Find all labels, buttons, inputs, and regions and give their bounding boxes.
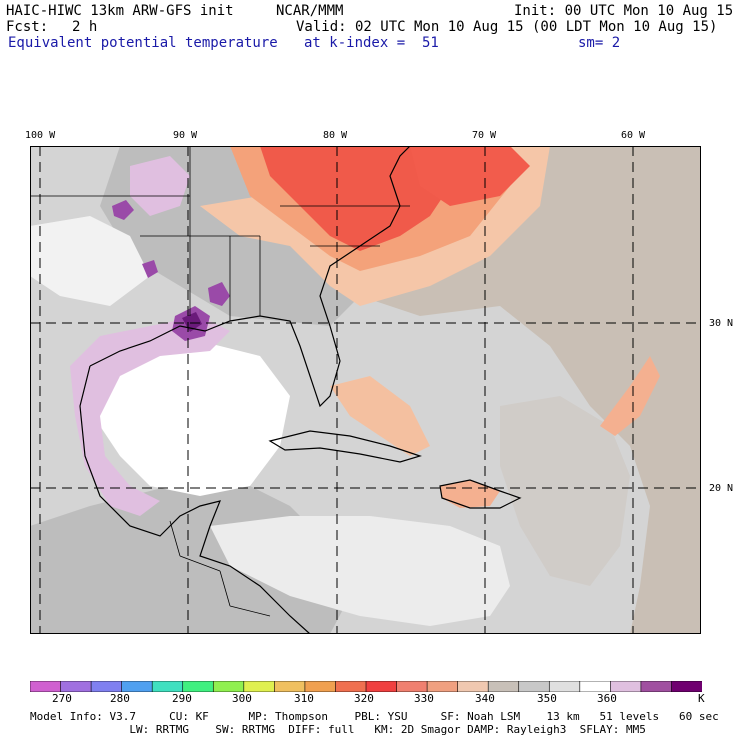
colorbar-swatch	[365, 681, 398, 692]
white-caribbean-band	[210, 516, 510, 626]
dark-purple-delta	[182, 312, 202, 332]
org-label: NCAR/MMM	[276, 3, 344, 19]
state-borders	[30, 146, 410, 321]
colorbar-swatch	[60, 681, 92, 692]
fcst-label: Fcst:	[6, 19, 49, 35]
red-mid-atlantic	[260, 146, 450, 251]
lon-label-100w: 100 W	[25, 130, 56, 141]
mexico-coastline	[79, 365, 311, 634]
colorbar-swatch	[548, 681, 581, 692]
cuba-outline	[268, 430, 422, 463]
init-time: Init: 00 UTC Mon 10 Aug 15	[514, 3, 734, 19]
white-gulf-core	[90, 341, 290, 496]
colorbar-swatch	[518, 681, 551, 692]
valid-time: Valid: 02 UTC Mon 10 Aug 15 (00 LDT Mon …	[296, 19, 718, 35]
colorbar-tick-330: 330	[414, 692, 434, 705]
colorbar-unit: K	[698, 692, 705, 705]
purple-missouri	[112, 200, 134, 220]
purple-mississippi	[208, 282, 230, 306]
theta-e-map	[30, 146, 701, 634]
colorbar-swatch	[457, 681, 489, 692]
colorbar-tick-360: 360	[597, 692, 617, 705]
colorbar-swatch	[304, 681, 337, 692]
model-info-line2: LW: RRTMG SW: RRTMG DIFF: full KM: 2D Sm…	[30, 723, 646, 736]
colorbar-swatch	[396, 681, 428, 692]
colorbar-swatch	[243, 681, 276, 692]
gulf-coastline	[89, 146, 411, 408]
colorbar-swatch	[212, 681, 245, 692]
colorbar-tick-340: 340	[475, 692, 495, 705]
colorbar-tick-280: 280	[110, 692, 130, 705]
colorbar-tick-320: 320	[354, 692, 374, 705]
graticule	[30, 146, 701, 634]
lon-label-90w: 90 W	[173, 130, 198, 141]
salmon-atlantic-streak	[600, 356, 660, 436]
white-northern-gulf	[30, 216, 150, 306]
colorbar-tick-290: 290	[172, 692, 192, 705]
central-america-borders	[169, 520, 271, 617]
smooth-label: sm= 2	[578, 35, 621, 51]
hispaniola-outline	[439, 479, 522, 509]
colorbar-swatch	[579, 681, 612, 692]
lon-label-70w: 70 W	[472, 130, 497, 141]
colorbar-swatch	[274, 681, 306, 692]
lavender-midsouth	[130, 156, 190, 216]
colorbar-tick-270: 270	[52, 692, 72, 705]
colorbar	[30, 681, 702, 692]
colorbar-swatch	[640, 681, 673, 692]
fcst-value: 2 h	[72, 19, 98, 35]
colorbar-tick-350: 350	[537, 692, 557, 705]
colorbar-swatch	[182, 681, 215, 692]
field-name: Equivalent potential temperature	[8, 35, 278, 51]
colorbar-swatch	[335, 681, 367, 692]
colorbar-swatch	[487, 681, 520, 692]
lat-label-20n: 20 N	[709, 483, 734, 494]
gray-central-america	[30, 476, 350, 634]
colorbar-tick-300: 300	[232, 692, 252, 705]
gray-east-atlantic	[500, 396, 630, 586]
colorbar-swatch	[610, 681, 642, 692]
colorbar-tick-310: 310	[294, 692, 314, 705]
map-frame	[30, 146, 701, 634]
lavender-gulf-rim	[70, 316, 230, 516]
colorbar-swatch	[671, 681, 702, 692]
purple-arkansas	[142, 260, 158, 278]
model-info-line1: Model Info: V3.7 CU: KF MP: Thompson PBL…	[30, 710, 719, 723]
lon-label-80w: 80 W	[323, 130, 348, 141]
colorbar-swatch	[151, 681, 184, 692]
lon-label-60w: 60 W	[621, 130, 646, 141]
red-offshore	[410, 146, 530, 206]
colorbar-swatch	[121, 681, 153, 692]
model-title: HAIC-HIWC 13km ARW-GFS init	[6, 3, 234, 19]
colorbar-swatch	[30, 681, 62, 692]
colorbar-swatch	[426, 681, 459, 692]
level-label: at k-index = 51	[304, 35, 439, 51]
colorbar-swatch	[90, 681, 123, 692]
salmon-florida-plume	[330, 376, 430, 456]
lat-label-30n: 30 N	[709, 318, 734, 329]
